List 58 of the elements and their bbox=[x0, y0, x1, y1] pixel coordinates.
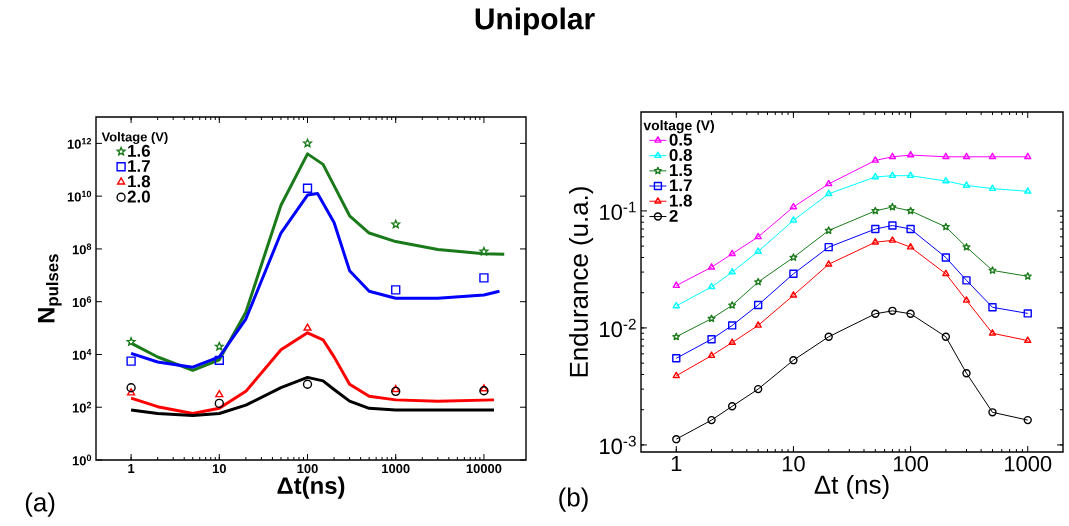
y-axis-title: Endurance (u.a.) bbox=[569, 187, 594, 377]
chart-title: Unipolar bbox=[475, 7, 595, 36]
point bbox=[302, 379, 313, 389]
point bbox=[126, 356, 136, 366]
legend-label: 1.8 bbox=[128, 175, 151, 188]
y-tick-label: 10$^{10}$ bbox=[67, 190, 92, 202]
y-tick-label: 10$^{-3}$ bbox=[600, 435, 636, 455]
point bbox=[479, 384, 489, 392]
legend-title: Voltage (V) bbox=[101, 131, 168, 145]
x-tick-label: 1000 bbox=[382, 464, 410, 474]
point bbox=[479, 246, 489, 256]
point bbox=[214, 355, 224, 365]
x-axis-title: Δt (ns) bbox=[814, 474, 889, 500]
text: (b) bbox=[559, 487, 588, 512]
x-tick-label: 100 bbox=[297, 464, 318, 474]
point bbox=[214, 398, 224, 409]
legend-label: 2.0 bbox=[127, 190, 150, 203]
x-axis-title: Δt(ns) bbox=[277, 476, 345, 499]
y-tick-label: 10$^{12}$ bbox=[67, 137, 92, 149]
point bbox=[303, 323, 312, 331]
y-tick-label: 10$^{6}$ bbox=[72, 296, 92, 308]
legend-label: 1.8 bbox=[669, 194, 692, 207]
point bbox=[391, 285, 401, 295]
legend-label: 1.7 bbox=[669, 179, 692, 192]
x-tick-label: 10000 bbox=[466, 464, 502, 474]
legend-label: 0.8 bbox=[669, 148, 692, 161]
point bbox=[479, 386, 489, 396]
point bbox=[214, 341, 224, 351]
y-tick-label: 10$^{8}$ bbox=[72, 243, 92, 255]
point bbox=[126, 388, 136, 396]
point bbox=[215, 389, 224, 398]
point bbox=[391, 219, 401, 229]
y-tick-label: 10$^{4}$ bbox=[72, 349, 92, 360]
x-tick-label: 100 bbox=[893, 456, 929, 472]
legend-label: 2 bbox=[669, 209, 678, 222]
x-tick-label: 1 bbox=[128, 464, 135, 473]
y-axis-title: N$_{pulses}$ bbox=[38, 254, 62, 323]
y-tick-label: 10$^{2}$ bbox=[72, 401, 92, 413]
y-tick-label: 10$^{0}$ bbox=[72, 454, 92, 466]
legend-label: 1.7 bbox=[128, 160, 150, 172]
y-tick-label: 10$^{-2}$ bbox=[600, 318, 636, 338]
x-tick-label: 1 bbox=[671, 456, 682, 472]
y-tick-label: 10$^{-1}$ bbox=[600, 201, 636, 221]
x-tick-label: 10 bbox=[212, 464, 226, 474]
point bbox=[126, 383, 136, 393]
legend-title: voltage (V) bbox=[643, 120, 714, 134]
legend-label: 0.5 bbox=[669, 133, 692, 146]
legend-label: 1.5 bbox=[669, 164, 692, 177]
point bbox=[302, 183, 313, 193]
point bbox=[391, 384, 400, 393]
point bbox=[479, 273, 489, 283]
text: (a) bbox=[25, 492, 55, 517]
x-tick-label: 1000 bbox=[1005, 456, 1052, 472]
x-tick-label: 10 bbox=[782, 456, 805, 472]
point bbox=[391, 386, 401, 397]
point bbox=[303, 138, 312, 148]
point bbox=[126, 337, 136, 346]
legend-label: 1.6 bbox=[128, 144, 150, 157]
